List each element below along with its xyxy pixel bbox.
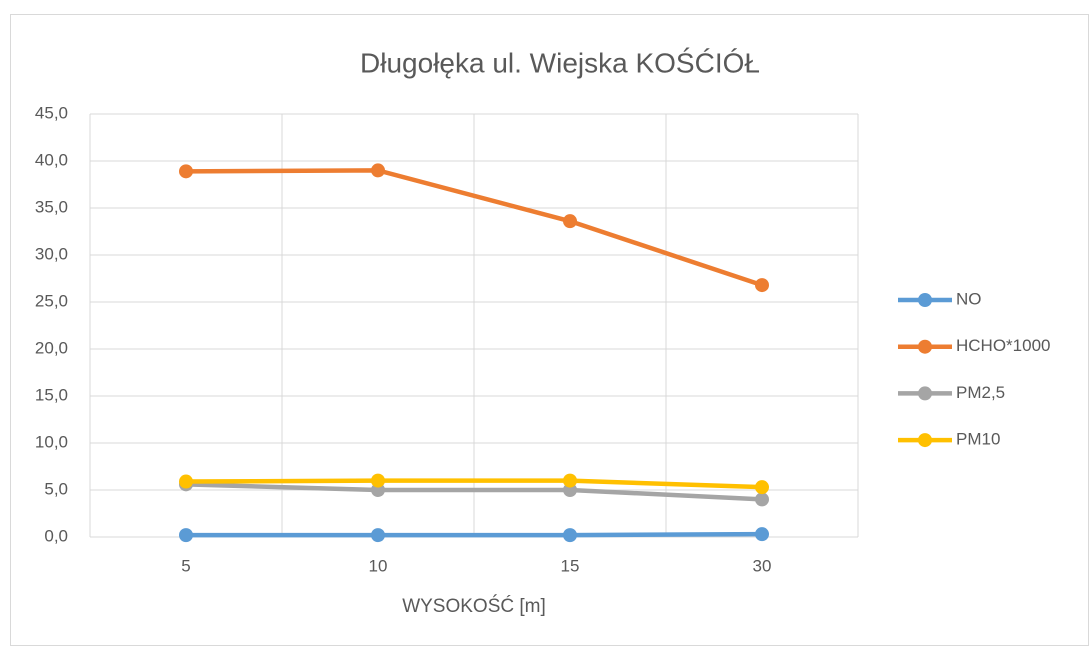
- series-marker: [755, 492, 769, 507]
- y-tick-label: 20,0: [35, 338, 68, 357]
- legend-marker: [918, 386, 932, 401]
- y-tick-label: 45,0: [35, 103, 68, 122]
- series-marker: [563, 214, 577, 229]
- y-tick-label: 0,0: [44, 526, 68, 545]
- y-tick-label: 5,0: [44, 479, 68, 498]
- y-tick-label: 15,0: [35, 385, 68, 404]
- chart-title: Długołęka ul. Wiejska KOŚĆIÓŁ: [360, 46, 760, 78]
- chart-border: [10, 14, 1089, 646]
- series-marker: [563, 528, 577, 543]
- series-marker: [371, 163, 385, 178]
- series-line: [185, 482, 763, 502]
- series-marker: [179, 164, 193, 179]
- legend-label: PM10: [956, 430, 1000, 449]
- series-marker: [371, 473, 385, 488]
- legend-marker: [918, 293, 932, 307]
- x-tick-label: 15: [561, 556, 580, 575]
- x-tick-label: 30: [753, 556, 772, 575]
- legend-label: NO: [956, 289, 982, 308]
- series-marker: [755, 480, 769, 495]
- y-tick-label: 10,0: [35, 432, 68, 451]
- y-tick-label: 35,0: [35, 197, 68, 216]
- series-marker: [179, 528, 193, 543]
- legend-marker: [918, 433, 932, 448]
- x-tick-label: 10: [369, 556, 388, 575]
- x-axis-label: WYSOKOŚĆ [m]: [402, 595, 546, 617]
- series-line: [186, 531, 763, 538]
- series-marker: [755, 527, 769, 542]
- legend-label: PM2,5: [956, 383, 1005, 402]
- series-marker: [755, 278, 769, 293]
- series-marker: [179, 474, 193, 489]
- series-marker: [371, 528, 385, 543]
- series-marker: [563, 473, 577, 488]
- y-tick-label: 30,0: [35, 244, 68, 263]
- legend-marker: [918, 339, 932, 354]
- y-tick-label: 25,0: [35, 291, 68, 310]
- series-line: [185, 168, 763, 288]
- y-tick-label: 40,0: [35, 150, 68, 169]
- series-line: [185, 478, 763, 490]
- legend-label: HCHO*1000: [956, 336, 1051, 355]
- x-tick-label: 5: [181, 556, 190, 575]
